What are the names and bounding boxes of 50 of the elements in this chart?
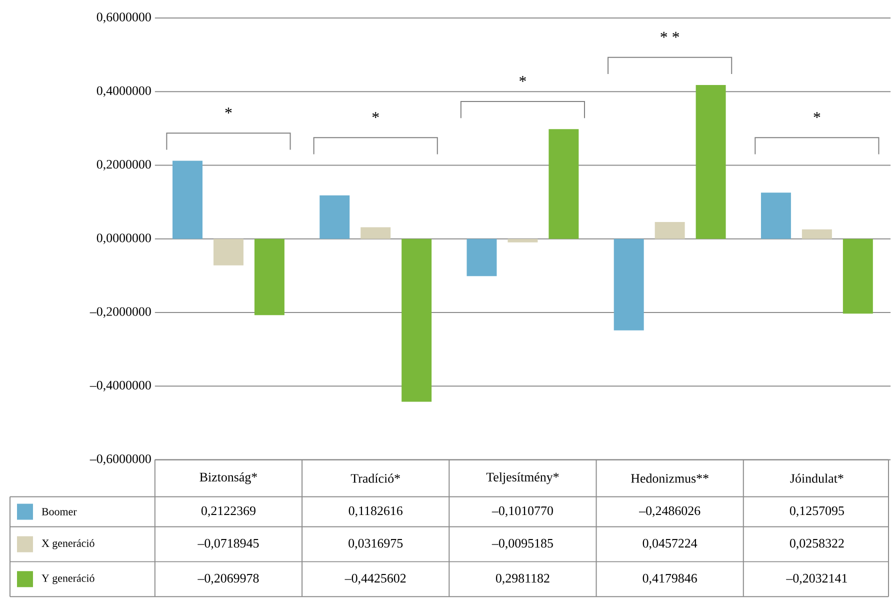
legend-label: X generáció xyxy=(42,539,94,550)
x-tick-label: Teljesítmény* xyxy=(486,472,559,484)
bar xyxy=(320,196,350,240)
data-label: 0,1257095 xyxy=(790,506,844,518)
data-label: –0,0718945 xyxy=(198,539,259,550)
legend-label: Y generáció xyxy=(42,574,94,584)
y-tick-label: 0,0000000 xyxy=(96,234,151,244)
y-tick-label: –0,2000000 xyxy=(90,307,151,318)
x-tick-label: Biztonság* xyxy=(200,472,257,484)
bar xyxy=(254,239,284,316)
y-tick-label: –0,6000000 xyxy=(90,454,151,466)
annotation: * xyxy=(814,112,820,118)
bar xyxy=(402,239,432,402)
bar xyxy=(842,239,873,314)
data-label: –0,1010770 xyxy=(492,506,553,518)
bar xyxy=(548,129,579,240)
y-tick-label: 0,6000000 xyxy=(96,12,151,24)
bar xyxy=(466,239,497,276)
bar xyxy=(360,227,391,240)
bar xyxy=(172,160,202,240)
y-tick-label: 0,2000000 xyxy=(96,160,151,171)
bar xyxy=(802,230,832,240)
bar xyxy=(213,239,244,266)
data-label: –0,0095185 xyxy=(492,539,553,550)
annotation: * xyxy=(520,76,526,82)
y-tick-label: –0,4000000 xyxy=(90,380,151,392)
data-label: –0,2069978 xyxy=(198,574,259,585)
annotation: * * xyxy=(660,32,680,38)
annotation: * xyxy=(225,108,232,114)
bar xyxy=(614,239,644,331)
data-label: –0,2032141 xyxy=(786,574,847,585)
data-label: –0,4425602 xyxy=(344,574,406,585)
data-label: 0,2981182 xyxy=(496,574,550,585)
data-label: 0,1182616 xyxy=(348,506,402,518)
data-label: 0,0457224 xyxy=(642,539,698,550)
bar xyxy=(696,85,726,240)
y-tick-label: 0,4000000 xyxy=(96,86,151,98)
bar xyxy=(654,222,685,240)
data-label: 0,0316975 xyxy=(348,539,403,550)
x-tick-label: Jóindulat* xyxy=(790,474,844,483)
bar xyxy=(760,192,791,240)
data-label: 0,2122369 xyxy=(201,506,256,518)
data-label: 0,0258322 xyxy=(790,539,844,550)
annotation: * xyxy=(372,112,379,118)
legend-label: Boomer xyxy=(42,508,77,516)
bar xyxy=(508,239,538,243)
data-label: 0,4179846 xyxy=(642,574,697,585)
x-tick-label: Tradíció* xyxy=(350,474,400,483)
x-tick-label: Hedonizmus** xyxy=(631,474,708,483)
data-label: –0,2486026 xyxy=(639,506,700,518)
